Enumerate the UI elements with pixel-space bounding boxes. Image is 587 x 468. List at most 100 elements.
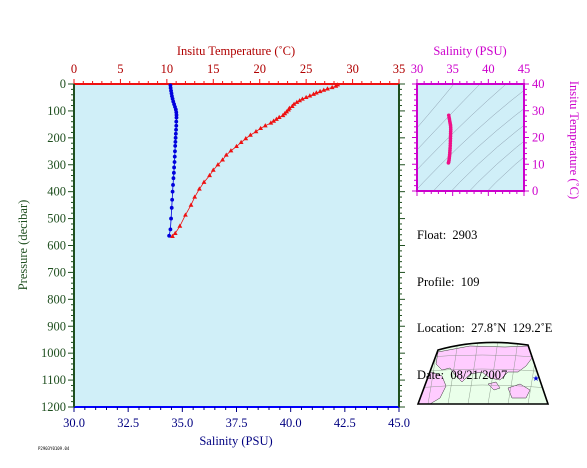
temperature-point (333, 83, 339, 88)
ts-temperature-tick-label: 20 (532, 131, 545, 145)
ts-temperature-tick-label: 40 (532, 77, 545, 91)
salinity-axis-label: Salinity (PSU) (199, 434, 272, 448)
temperature-point (248, 132, 253, 137)
temperature-point (274, 116, 279, 121)
salinity-point (172, 154, 177, 159)
pressure-axis-label: Pressure (decibar) (16, 200, 30, 291)
salinity-point (173, 149, 177, 154)
pressure-tick-label: 200 (47, 131, 66, 145)
ts-salinity-tick-label: 35 (446, 62, 459, 76)
temperature-point (300, 96, 305, 101)
ts-salinity-tick-label: 40 (482, 62, 495, 76)
salinity-tick-label: 37.5 (226, 416, 248, 430)
density-contour (417, 90, 524, 190)
map-meridian (467, 342, 479, 404)
density-contour (432, 108, 524, 191)
salinity-point (172, 160, 177, 164)
temperature-point (220, 157, 225, 162)
temperature-point (243, 136, 249, 141)
density-contour (487, 156, 524, 191)
ts-temperature-tick-label: 0 (532, 184, 538, 198)
temperature-point (307, 93, 313, 98)
salinity-point (173, 139, 178, 144)
salinity-tick-label: 30.0 (63, 416, 85, 430)
ts-salinity-axis-label: Salinity (PSU) (433, 44, 506, 58)
temperature-point (271, 118, 277, 123)
salinity-point (167, 233, 172, 238)
temperature-tick-label: 30 (346, 62, 359, 76)
density-contour (417, 84, 507, 171)
pressure-tick-label: 700 (47, 265, 66, 279)
salinity-point (170, 197, 175, 202)
temperature-point (289, 103, 295, 108)
temperature-point (234, 143, 239, 149)
float-info: Float: 2903 Profile: 109 Location: 27.8˚… (417, 197, 552, 399)
temperature-point (258, 125, 264, 131)
salinity-tick-label: 45.0 (388, 416, 410, 430)
pressure-tick-label: 300 (47, 158, 66, 172)
salinity-tick-label: 32.5 (117, 416, 139, 430)
temperature-point (223, 152, 229, 157)
profile-number: Profile: 109 (417, 274, 480, 289)
map-land-eurasia (435, 345, 533, 383)
temperature-tick-label: 0 (71, 62, 77, 76)
temperature-point (303, 94, 309, 100)
salinity-point (174, 115, 179, 120)
temperature-point (228, 148, 234, 153)
pressure-tick-label: 900 (47, 319, 66, 333)
temperature-point (210, 167, 216, 172)
temperature-tick-label: 10 (161, 62, 174, 76)
temperature-point (294, 99, 300, 104)
ts-salinity-tick-label: 45 (518, 62, 531, 76)
temperature-point (238, 139, 244, 145)
salinity-tick-label: 42.5 (334, 416, 356, 430)
temperature-point (207, 172, 212, 178)
temperature-point (183, 212, 188, 217)
salinity-point (169, 216, 173, 221)
temperature-axis-label: Insitu Temperature (˚C) (177, 44, 295, 58)
file-stamp: P2903Y0109.04 (38, 446, 70, 451)
salinity-point (174, 119, 179, 124)
ts-plot-area (417, 84, 524, 191)
density-contour (450, 124, 524, 191)
temperature-point (291, 101, 297, 106)
map-land-islands (487, 381, 501, 391)
temperature-point (311, 91, 316, 96)
salinity-tick-label: 40.0 (280, 416, 302, 430)
temperature-point (317, 88, 323, 94)
pressure-tick-label: 1200 (41, 400, 66, 414)
temperature-point (276, 114, 282, 119)
temperature-point (313, 90, 319, 95)
temperature-point (253, 129, 259, 134)
ts-temperature-axis-label: Insitu Temperature (˚C) (567, 81, 581, 199)
salinity-point (173, 131, 178, 136)
main-profile-chart: 0100200300400500600700800900100011001200… (16, 44, 410, 448)
density-contour (417, 84, 481, 151)
salinity-point (169, 205, 174, 210)
salinity-point (173, 144, 178, 148)
salinity-point (171, 176, 176, 181)
salinity-point (174, 123, 179, 128)
float-location-marker: ★ (532, 374, 539, 383)
salinity-point (168, 227, 173, 232)
location: Location: 27.8˚N 129.2˚E (417, 321, 553, 335)
temperature-point (329, 84, 335, 90)
salinity-point (172, 165, 177, 170)
salinity-tick-label: 35.0 (171, 416, 193, 430)
temperature-point (297, 98, 303, 103)
map-meridian (487, 342, 499, 404)
temperature-tick-label: 5 (117, 62, 123, 76)
temperature-point (262, 123, 268, 128)
map-parallel (418, 384, 548, 389)
salinity-point (171, 183, 175, 187)
temperature-point (188, 202, 194, 207)
map-meridian (507, 342, 519, 404)
temperature-tick-label: 25 (300, 62, 313, 76)
ts-temperature-tick-label: 30 (532, 104, 545, 118)
temperature-point (196, 186, 202, 191)
temperature-tick-label: 15 (207, 62, 220, 76)
salinity-point (173, 135, 178, 140)
pressure-tick-label: 100 (47, 104, 66, 118)
